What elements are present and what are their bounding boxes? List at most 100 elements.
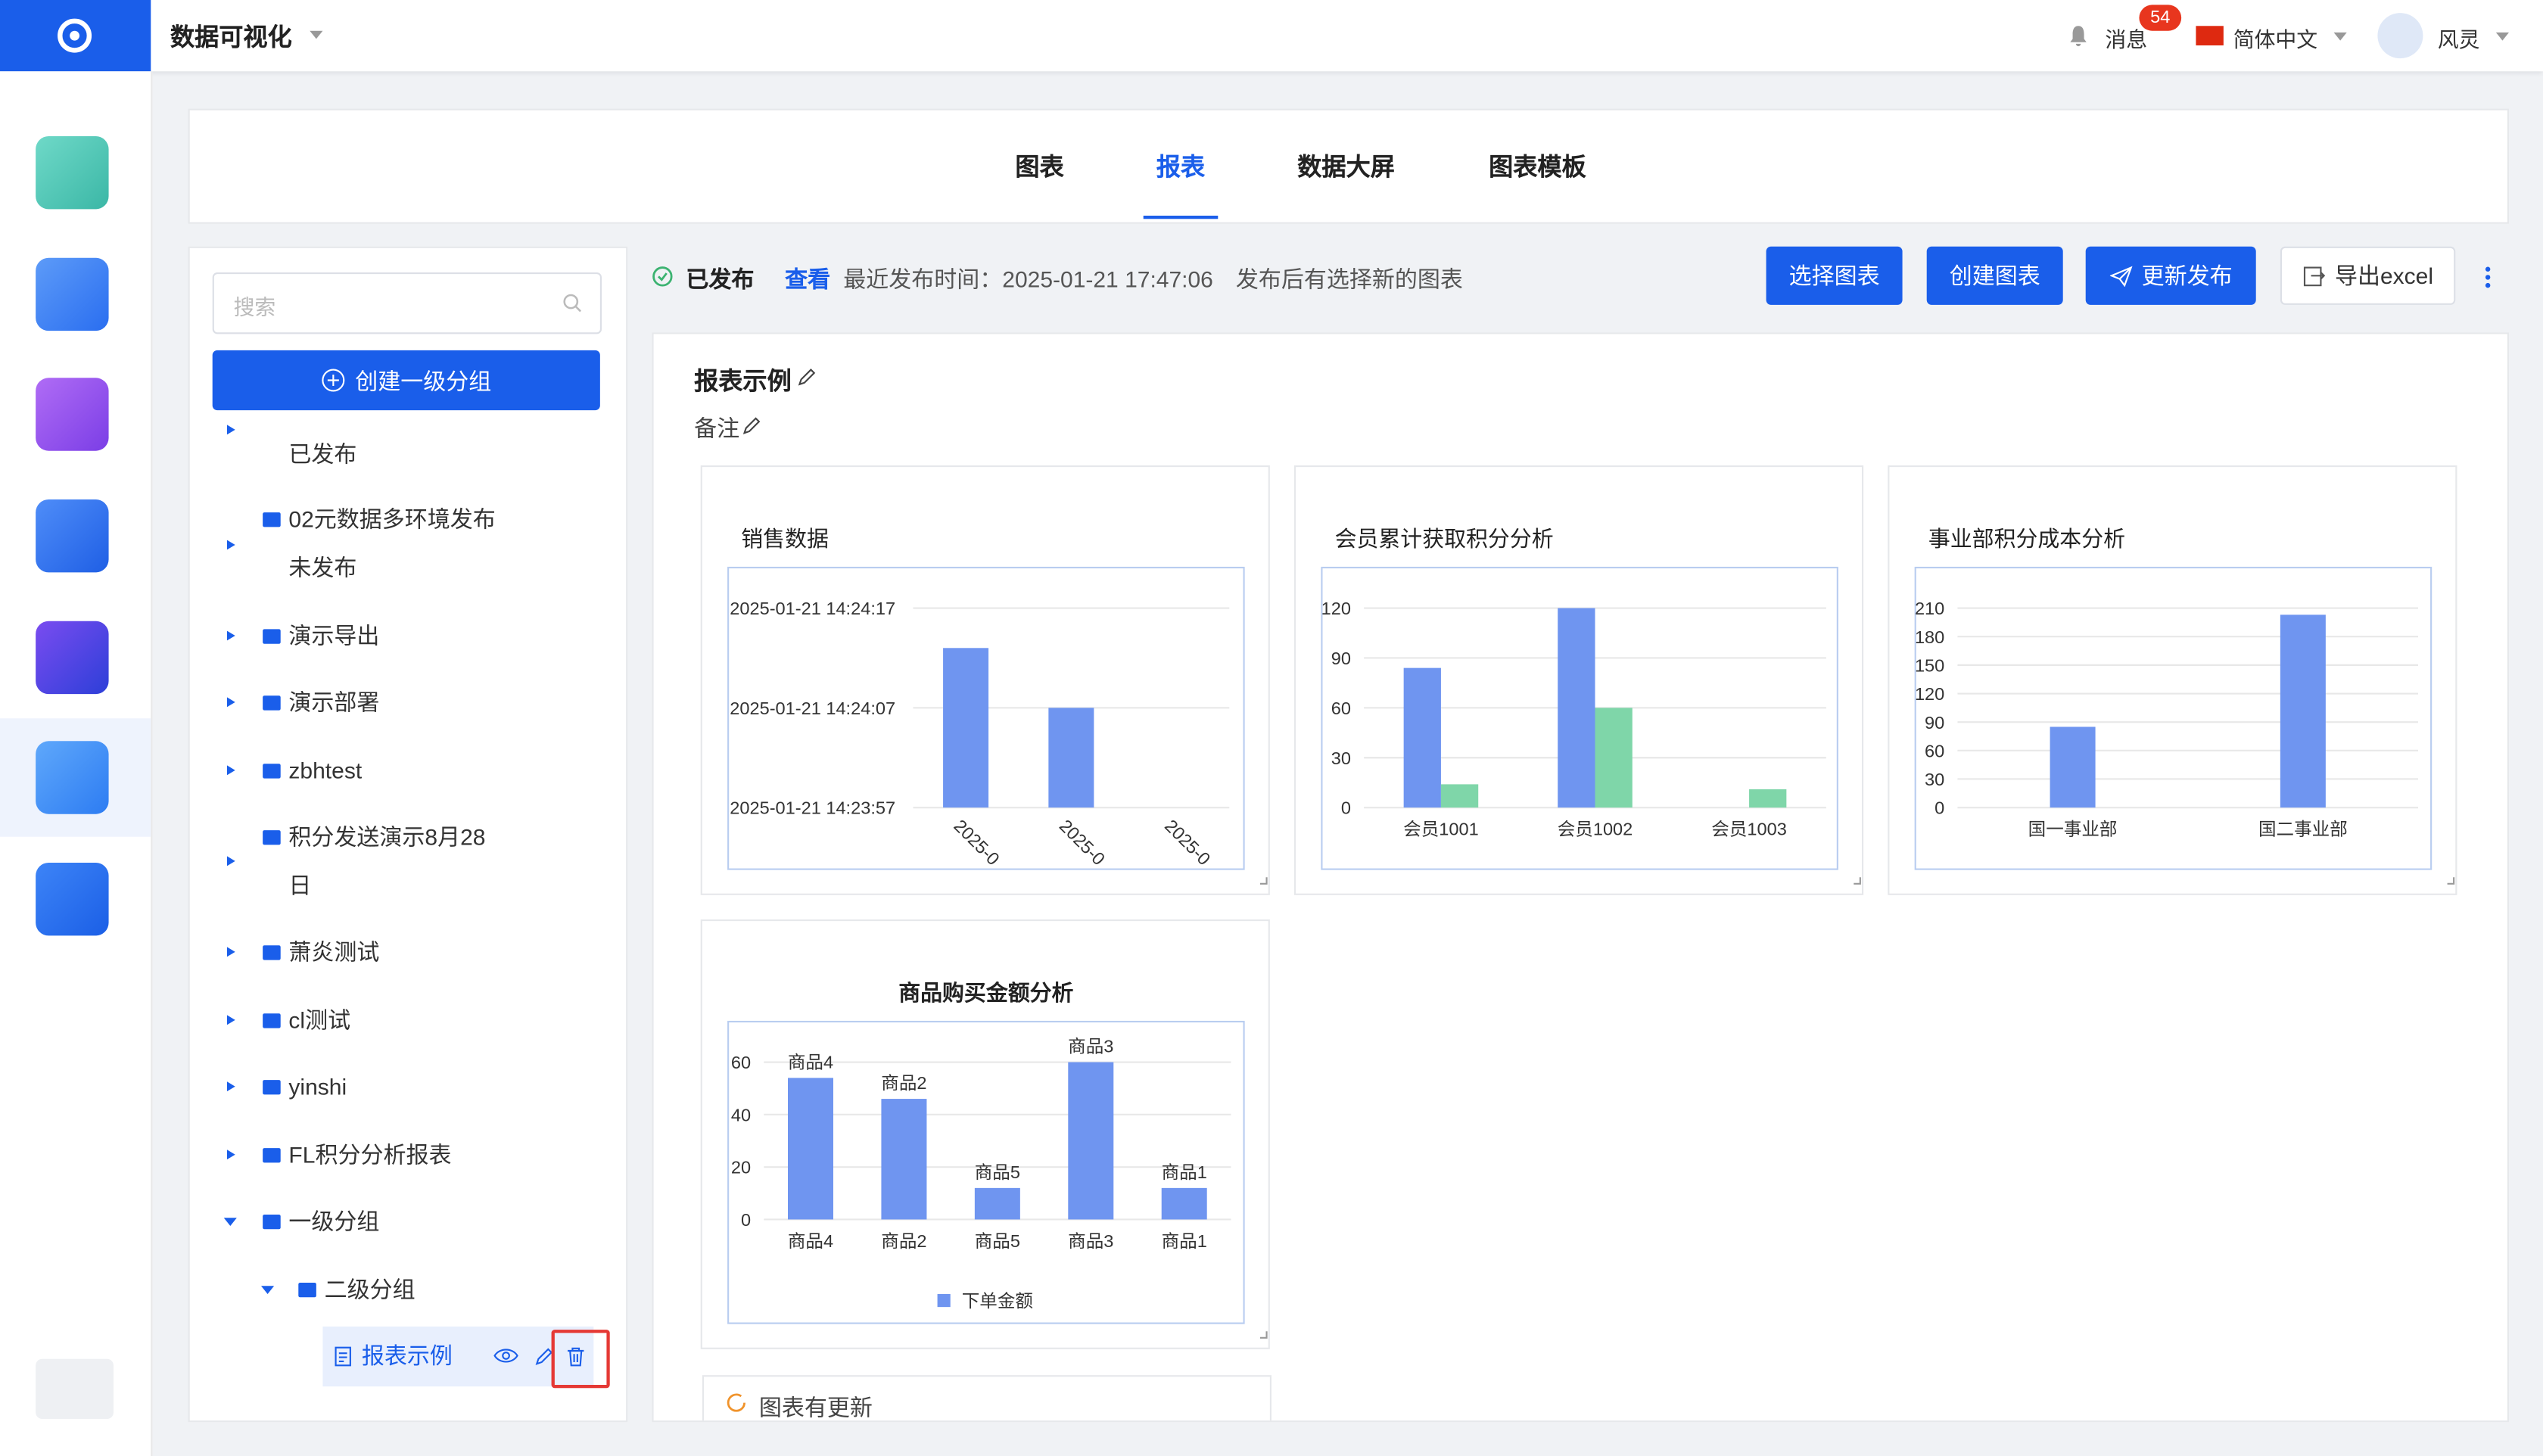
tree-item[interactable]: 02元数据多环境发布未发布 xyxy=(288,506,496,581)
bar xyxy=(2050,726,2096,808)
bar xyxy=(974,1187,1020,1220)
tree-item[interactable]: zbhtest xyxy=(288,757,363,783)
logo-area[interactable] xyxy=(0,0,151,72)
more-icon[interactable] xyxy=(2483,264,2493,290)
folder-icon xyxy=(263,629,281,644)
tab[interactable]: 图表模板 xyxy=(1489,154,1586,182)
export-icon xyxy=(2303,266,2325,287)
expand-arrow[interactable] xyxy=(227,425,235,435)
delete-icon[interactable] xyxy=(566,1346,586,1367)
status-icon xyxy=(652,266,673,287)
user-name[interactable]: 风灵 xyxy=(2437,27,2480,52)
x-labels: 2025-0 2025-0 2025-0 xyxy=(950,816,1214,869)
x-tick-label: 2025-0 xyxy=(1161,816,1214,869)
search-placeholder: 搜索 xyxy=(233,295,276,320)
tree-item[interactable]: 一级分组 xyxy=(288,1208,380,1234)
tree-item[interactable]: cl测试 xyxy=(288,1006,351,1033)
create-group-button[interactable]: 创建一级分组 xyxy=(212,350,600,411)
resize-handle xyxy=(1259,1331,1268,1339)
create-chart-button[interactable]: 创建图表 xyxy=(1926,246,2063,305)
y-tick-label: 0 xyxy=(741,1210,751,1230)
folder-icon xyxy=(263,512,281,527)
expand-arrow[interactable] xyxy=(227,1015,235,1025)
tree-item[interactable]: 演示部署 xyxy=(288,689,380,715)
edit-icon[interactable] xyxy=(796,366,817,387)
tree-item-selected[interactable]: 报表示例 xyxy=(361,1342,453,1369)
tab-active[interactable]: 报表 xyxy=(1156,154,1206,182)
bar-label: 商品5 xyxy=(975,1162,1020,1182)
tree-item[interactable]: 二级分组 xyxy=(324,1276,416,1302)
bar-label: 商品1 xyxy=(1162,1162,1207,1182)
y-tick-label: 30 xyxy=(1925,770,1944,789)
button-label: 创建图表 xyxy=(1949,263,2040,289)
expand-arrow[interactable] xyxy=(227,765,235,776)
nav-icon[interactable] xyxy=(36,863,109,936)
tree-item[interactable]: 演示导出 xyxy=(288,622,380,649)
tree-item[interactable]: FL积分分析报表 xyxy=(288,1141,452,1168)
nav-icon[interactable] xyxy=(36,378,109,451)
chart-frame xyxy=(1321,566,1838,870)
y-tick-label: 30 xyxy=(1331,748,1351,768)
report-remark: 备注 xyxy=(694,415,740,441)
tab-underline xyxy=(1143,216,1219,219)
folder-icon xyxy=(263,764,281,779)
expand-arrow[interactable] xyxy=(227,856,235,866)
folder-icon xyxy=(263,1215,281,1230)
bar xyxy=(1595,708,1633,808)
x-tick-label: 商品5 xyxy=(975,1231,1020,1251)
export-button[interactable]: 导出excel xyxy=(2280,246,2456,305)
y-tick-label: 120 xyxy=(1321,599,1351,618)
search-input[interactable]: 搜索 xyxy=(212,272,602,334)
bar xyxy=(1749,789,1787,808)
select-chart-button[interactable]: 选择图表 xyxy=(1766,246,1903,305)
nav-icon[interactable] xyxy=(36,136,109,210)
expand-arrow[interactable] xyxy=(227,1081,235,1092)
expand-arrow[interactable] xyxy=(227,540,235,550)
update-publish-button[interactable]: 更新发布 xyxy=(2085,246,2256,305)
tree-item[interactable]: 萧炎测试 xyxy=(288,938,380,965)
y-tick-label: 120 xyxy=(1915,684,1944,704)
tree-item[interactable]: 已发布 xyxy=(288,440,357,468)
message-badge: 54 xyxy=(2139,5,2182,31)
expand-arrow[interactable] xyxy=(227,947,235,957)
chart: 销售数据 2025-01-21 14:23:57 2025-01-21 14:24:… xyxy=(727,527,1268,885)
x-tick-label: 国二事业部 xyxy=(2258,820,2348,839)
nav-icon[interactable] xyxy=(36,741,109,814)
avatar[interactable] xyxy=(2377,13,2423,59)
collapse-arrow[interactable] xyxy=(223,1218,237,1226)
app-title[interactable]: 数据可视化 xyxy=(170,24,292,52)
tree-item[interactable]: 积分发送演示8月28日 xyxy=(288,823,486,899)
x-tick-label: 商品3 xyxy=(1068,1231,1113,1251)
nav-icon[interactable] xyxy=(36,621,109,695)
chart-title: 会员累计获取积分分析 xyxy=(1335,527,1554,552)
chart-frame xyxy=(727,566,1245,870)
language[interactable]: 简体中文 xyxy=(2233,27,2318,52)
collapse-button[interactable] xyxy=(36,1358,114,1419)
bar-label: 商品4 xyxy=(788,1053,833,1072)
nav-icon[interactable] xyxy=(36,257,109,331)
chart-card: 事业部积分成本分析 0 30 60 90 120 150 180 210 国一事业部 国二事业部 xyxy=(1888,465,2457,895)
notice-card: 图表有更新 xyxy=(702,1375,1272,1421)
x-tick-label: 会员1003 xyxy=(1711,820,1787,839)
nav-icon[interactable] xyxy=(36,499,109,573)
tab[interactable]: 图表 xyxy=(1015,154,1064,182)
expand-arrow[interactable] xyxy=(227,1150,235,1160)
edit-icon[interactable] xyxy=(741,415,762,437)
edit-icon[interactable] xyxy=(534,1346,553,1367)
collapse-arrow[interactable] xyxy=(261,1286,275,1294)
chart-title: 事业部积分成本分析 xyxy=(1928,527,2125,552)
bar xyxy=(2280,614,2326,808)
expand-arrow[interactable] xyxy=(227,697,235,708)
messages[interactable]: 消息 xyxy=(2105,27,2148,52)
flag-icon xyxy=(2196,26,2224,45)
expand-arrow[interactable] xyxy=(227,630,235,641)
publish-time: 最近发布时间：2025-01-21 17:47:06 xyxy=(843,266,1213,292)
view-icon[interactable] xyxy=(493,1346,518,1366)
bar xyxy=(1161,1187,1207,1220)
view-link[interactable]: 查看 xyxy=(785,266,831,292)
bell-icon xyxy=(2070,26,2087,47)
x-tick-label: 2025-0 xyxy=(1056,816,1109,869)
tab[interactable]: 数据大屏 xyxy=(1297,154,1395,182)
tree-item[interactable]: yinshi xyxy=(288,1073,347,1100)
